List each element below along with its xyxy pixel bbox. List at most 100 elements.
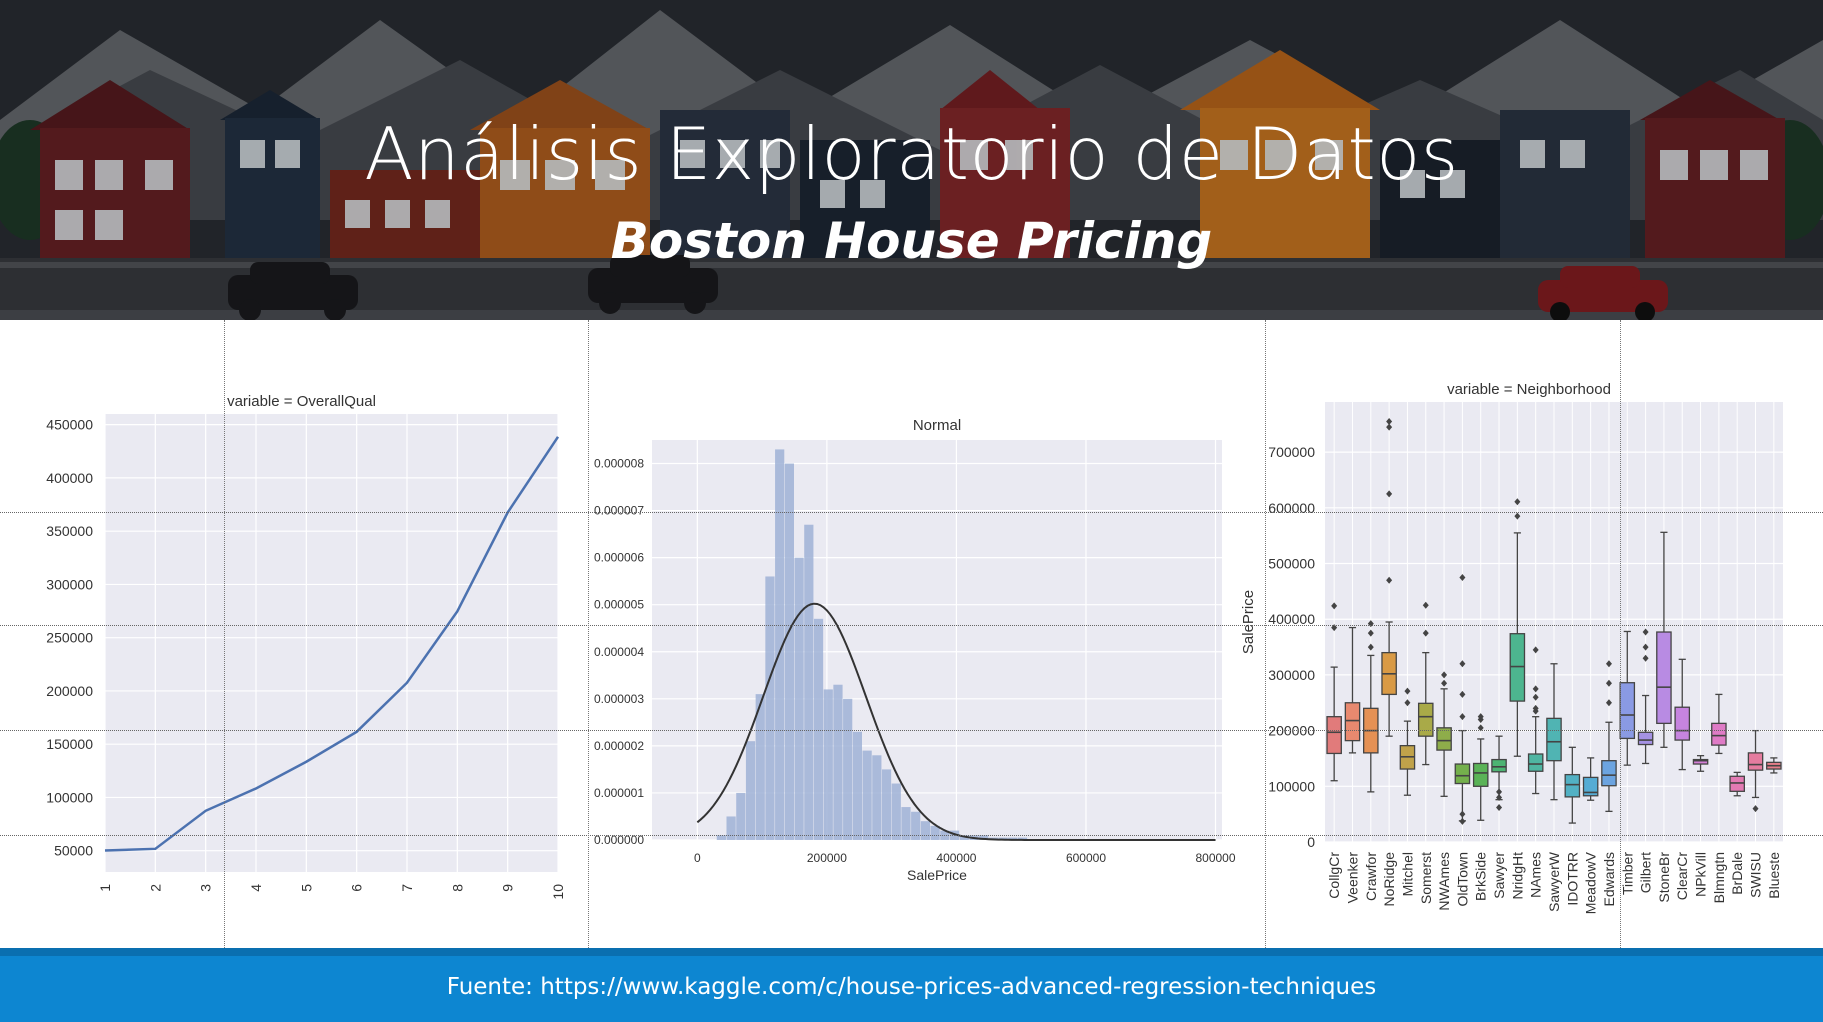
- box-Edwards: [1601, 760, 1617, 787]
- outlier-point: [1422, 629, 1429, 637]
- y-tick-label: 0.000007: [594, 504, 644, 518]
- x-tick-label: IDOTRR: [1564, 852, 1580, 906]
- outlier-point: [1642, 628, 1649, 636]
- histogram-bar: [891, 783, 901, 840]
- y-tick-label: 500000: [1268, 556, 1315, 572]
- outlier-point: [1752, 805, 1759, 813]
- outlier-point: [1386, 576, 1393, 584]
- x-axis-label: SalePrice: [907, 867, 967, 883]
- x-tick-label: BrkSide: [1473, 852, 1489, 901]
- guide-line: [0, 730, 1823, 731]
- outlier-point: [1422, 601, 1429, 609]
- outlier-point: [1496, 788, 1503, 796]
- x-tick-label: 0: [694, 851, 701, 865]
- x-tick-label: 2: [147, 884, 163, 892]
- outlier-point: [1642, 643, 1649, 651]
- x-tick-label: 8: [449, 884, 465, 892]
- x-tick-label: Crawfor: [1363, 852, 1379, 901]
- outlier-point: [1459, 810, 1466, 818]
- outlier-point: [1386, 490, 1393, 498]
- outlier-point: [1459, 690, 1466, 698]
- outlier-point: [1331, 602, 1338, 610]
- y-tick-label: 400000: [46, 470, 93, 486]
- x-tick-label: NPkVill: [1693, 852, 1709, 897]
- outlier-point: [1441, 679, 1448, 687]
- histogram-bar: [901, 807, 911, 840]
- slide-subtitle: Boston House Pricing: [610, 212, 1213, 270]
- box-BrkSide: [1472, 762, 1489, 787]
- outlier-point: [1496, 803, 1503, 811]
- outlier-point: [1605, 660, 1612, 668]
- outlier-point: [1404, 699, 1411, 707]
- neighborhood-boxplot: 0 100000 200000 300000 400000 500000 600000 700…: [1225, 370, 1823, 930]
- chart-title: variable = OverallQual: [227, 393, 376, 410]
- x-tick-label: Sawyer: [1491, 852, 1507, 899]
- footer-top-border: [0, 948, 1823, 956]
- y-axis-label: SalePrice: [1240, 590, 1257, 654]
- source-link[interactable]: Fuente: https://www.kaggle.com/c/house-p…: [446, 974, 1377, 1000]
- chart-title: Normal: [913, 417, 961, 434]
- y-tick-label: 0.000004: [594, 645, 644, 659]
- y-tick-label: 0.000005: [594, 598, 644, 612]
- y-tick-label: 400000: [1268, 611, 1315, 627]
- normal-fit-curve: [696, 602, 1216, 841]
- histogram-bar: [1008, 837, 1018, 840]
- x-tick-label: Somerst: [1418, 852, 1434, 904]
- y-tick-label: 450000: [46, 417, 93, 433]
- outlier-point: [1367, 643, 1374, 651]
- box-Blmngtn: [1711, 722, 1727, 746]
- x-tick-label: Gilbert: [1638, 852, 1654, 893]
- histogram-bar: [823, 689, 833, 840]
- outlier-point: [1514, 498, 1521, 506]
- x-tick-label: 1: [97, 884, 113, 892]
- histogram-bar: [775, 449, 785, 840]
- y-tick-label: 0.000002: [594, 739, 644, 753]
- outlier-point: [1532, 646, 1539, 654]
- y-tick-label: 700000: [1268, 444, 1315, 460]
- box-IDOTRR: [1564, 773, 1581, 798]
- histogram-bar: [784, 463, 794, 840]
- x-tick-label: NAmes: [1528, 852, 1544, 898]
- y-tick-label: 0: [1307, 834, 1315, 850]
- x-tick-label: NoRidge: [1381, 852, 1397, 907]
- histogram-bar: [716, 835, 726, 840]
- histogram-bar: [726, 816, 736, 840]
- y-tick-label: 100000: [46, 789, 93, 805]
- histogram-bar: [959, 835, 969, 840]
- outlier-point: [1459, 713, 1466, 721]
- saleprice-histogram-svg: 0 200000 400000 600000 800000 0.000000 0.00000…: [594, 417, 1236, 883]
- outlier-point: [1514, 512, 1521, 520]
- guide-line: [588, 320, 589, 952]
- y-tick-label: 0.000003: [594, 692, 644, 706]
- x-tick-label: 6: [349, 884, 365, 892]
- x-tick-label: Mitchel: [1399, 852, 1415, 896]
- overallqual-line-chart: 50000 100000 150000 200000 250000 300000 35000…: [0, 380, 590, 920]
- y-tick-label: 0.000006: [594, 551, 644, 565]
- y-tick-label: 0.000008: [594, 457, 644, 471]
- y-tick-label: 200000: [46, 683, 93, 699]
- histogram-bar: [745, 741, 756, 840]
- guide-line: [0, 835, 1823, 836]
- x-tick-label: SawyerW: [1546, 851, 1562, 912]
- box-Gilbert: [1637, 731, 1654, 746]
- box-SWISU: [1747, 752, 1764, 771]
- box-NAmes: [1527, 753, 1544, 772]
- houses-illustration: [0, 0, 1823, 320]
- box-Veenker: [1344, 702, 1361, 742]
- header-banner: Análisis Exploratorio de Datos Boston Ho…: [0, 0, 1823, 320]
- outlier-point: [1477, 713, 1484, 721]
- y-tick-label: 0.000000: [594, 833, 644, 847]
- outlier-point: [1642, 654, 1649, 662]
- x-tick-label: ClearCr: [1674, 852, 1690, 901]
- x-tick-label: 10: [550, 884, 566, 900]
- histogram-bar: [1017, 837, 1028, 840]
- chart-title: variable = Neighborhood: [1447, 381, 1611, 398]
- histogram-bar: [804, 524, 814, 840]
- x-tick-label: Veenker: [1344, 852, 1360, 904]
- box-Somerst: [1417, 702, 1434, 737]
- histogram-bar: [794, 557, 804, 840]
- box-CollgCr: [1326, 716, 1342, 755]
- histogram-bar: [833, 684, 843, 840]
- box-BrDale: [1729, 775, 1745, 792]
- outlier-point: [1459, 817, 1466, 825]
